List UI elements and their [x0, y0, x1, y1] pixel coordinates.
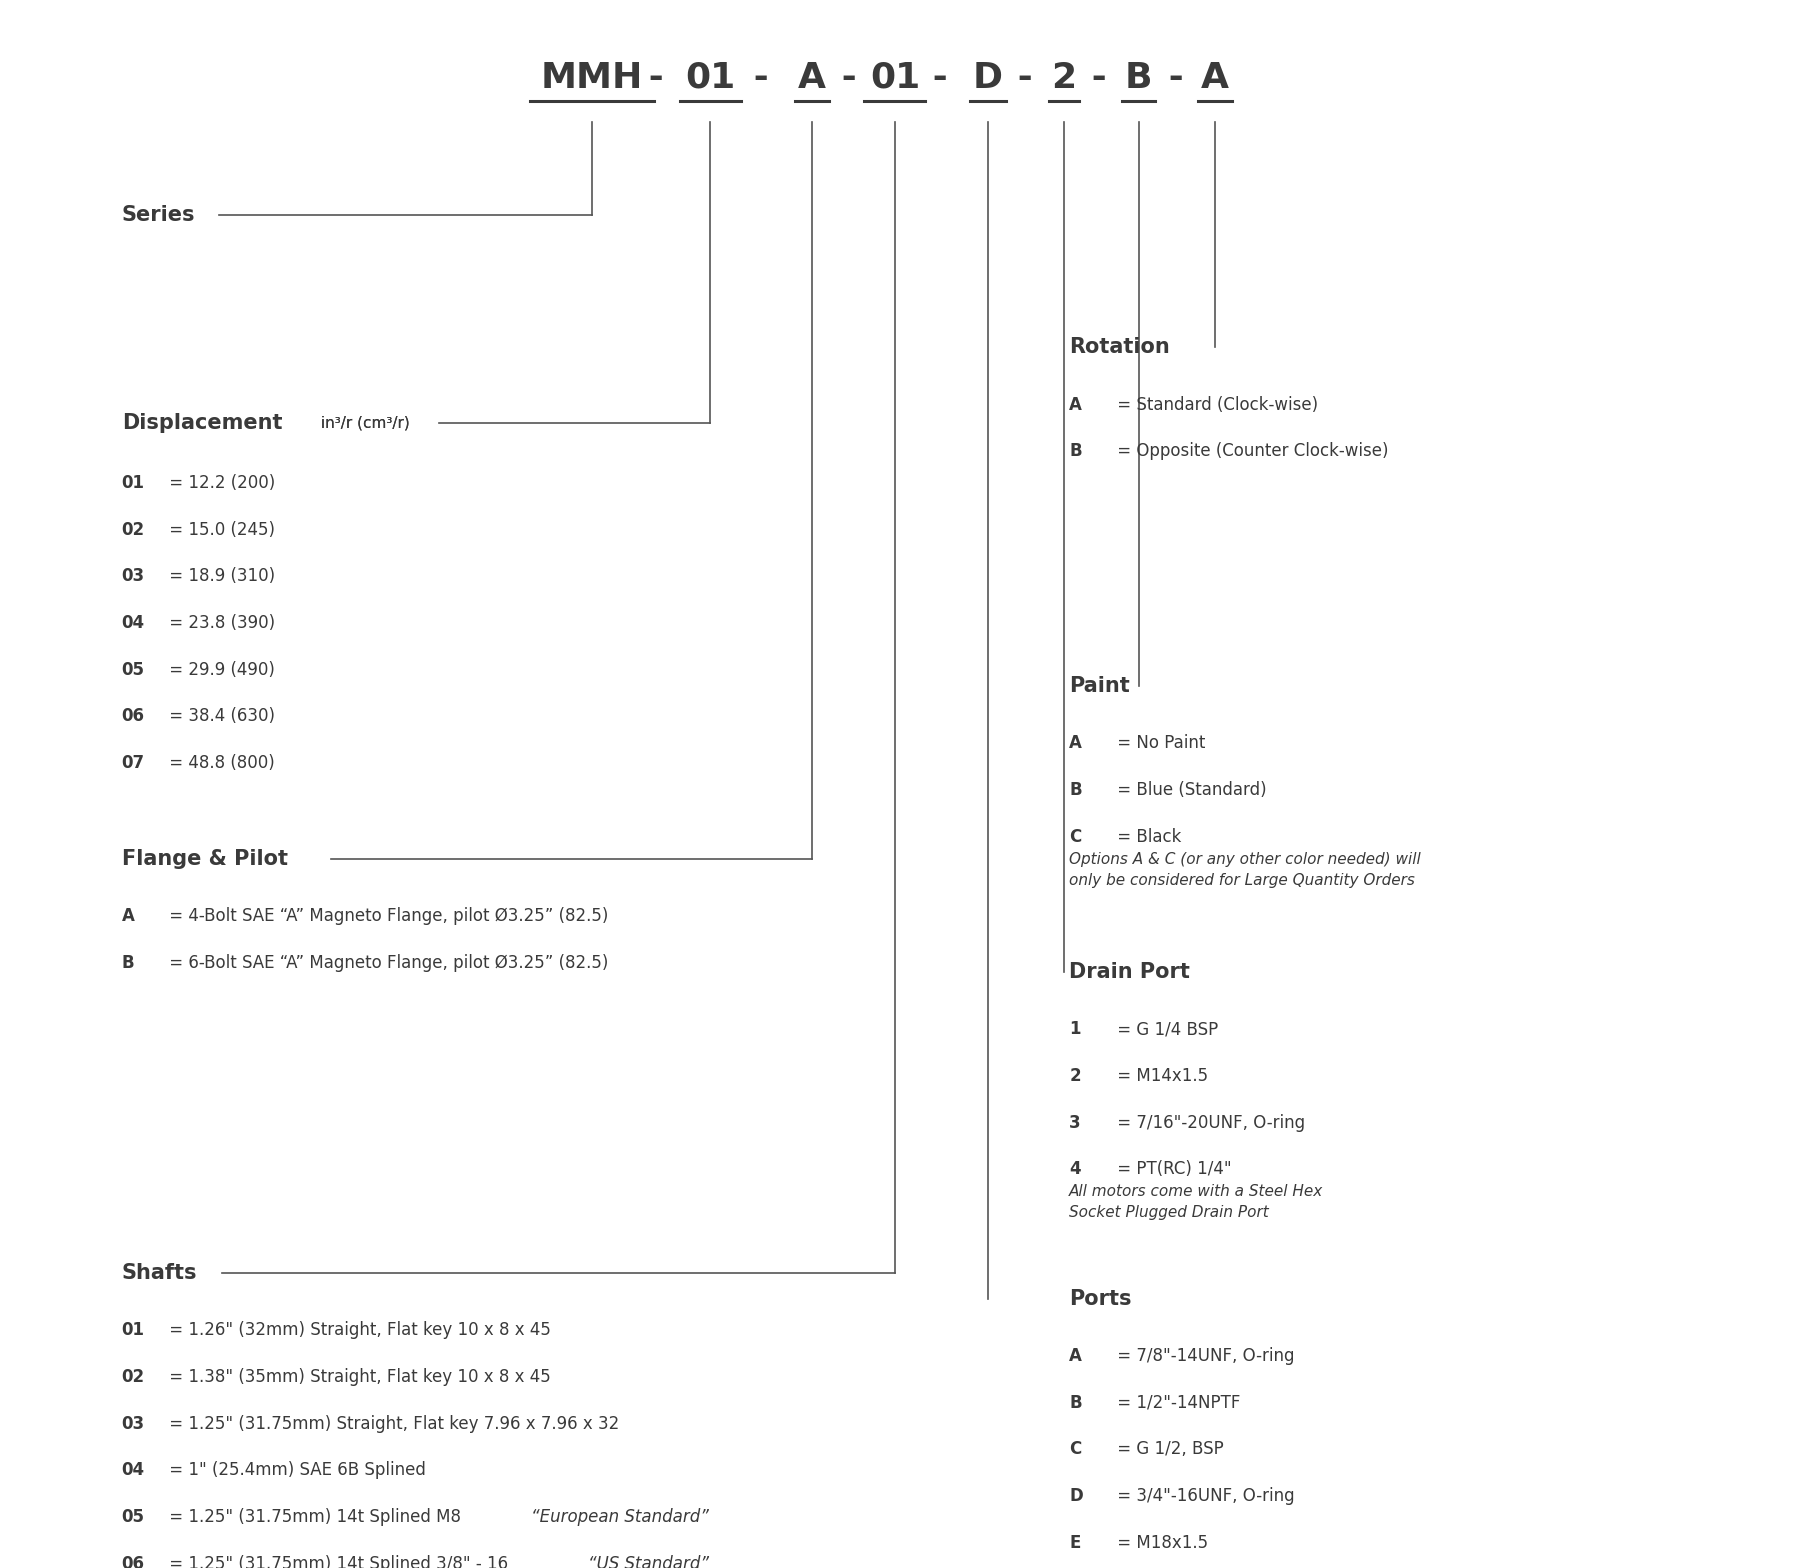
Text: A: A: [1201, 61, 1229, 94]
Text: Flange & Pilot: Flange & Pilot: [122, 850, 288, 869]
Text: 03: 03: [122, 568, 144, 585]
Text: in³/r (cm³/r): in³/r (cm³/r): [317, 416, 410, 430]
Text: Paint: Paint: [1069, 676, 1130, 696]
Text: A: A: [797, 61, 826, 94]
Text: Drain Port: Drain Port: [1069, 963, 1190, 982]
Text: A: A: [1069, 395, 1082, 414]
Text: 07: 07: [122, 754, 144, 771]
Text: -: -: [920, 61, 961, 94]
Text: = 29.9 (490): = 29.9 (490): [164, 660, 275, 679]
Text: = 1.25" (31.75mm) 14t Splined 3/8" - 16: = 1.25" (31.75mm) 14t Splined 3/8" - 16: [164, 1555, 513, 1568]
Text: 04: 04: [122, 1461, 144, 1479]
Text: 01: 01: [122, 1322, 144, 1339]
Text: 02: 02: [122, 1369, 144, 1386]
Text: B: B: [122, 955, 135, 972]
Text: = 1.25" (31.75mm) 14t Splined M8: = 1.25" (31.75mm) 14t Splined M8: [164, 1508, 466, 1526]
Text: = 1/2"-14NPTF: = 1/2"-14NPTF: [1112, 1394, 1240, 1411]
Text: = Opposite (Counter Clock-wise): = Opposite (Counter Clock-wise): [1112, 442, 1388, 461]
Text: 03: 03: [122, 1414, 144, 1433]
Text: = 1.25" (31.75mm) Straight, Flat key 7.96 x 7.96 x 32: = 1.25" (31.75mm) Straight, Flat key 7.9…: [164, 1414, 619, 1433]
Text: “European Standard”: “European Standard”: [531, 1508, 709, 1526]
Text: B: B: [1069, 442, 1082, 461]
Text: A: A: [122, 908, 135, 925]
Text: in³/r (cm³/r): in³/r (cm³/r): [317, 416, 410, 430]
Text: 2: 2: [1069, 1068, 1080, 1085]
Text: -: -: [1004, 61, 1046, 94]
Text: = G 1/2, BSP: = G 1/2, BSP: [1112, 1441, 1224, 1458]
Text: B: B: [1125, 61, 1152, 94]
Text: = 1.26" (32mm) Straight, Flat key 10 x 8 x 45: = 1.26" (32mm) Straight, Flat key 10 x 8…: [164, 1322, 551, 1339]
Text: Series: Series: [122, 205, 194, 224]
Text: 06: 06: [122, 707, 144, 726]
Text: = 48.8 (800): = 48.8 (800): [164, 754, 275, 771]
Text: 02: 02: [122, 521, 144, 538]
Text: B: B: [1069, 781, 1082, 800]
Text: 2: 2: [1051, 61, 1076, 94]
Text: Shafts: Shafts: [122, 1264, 198, 1283]
Text: 01: 01: [122, 474, 144, 492]
Text: Rotation: Rotation: [1069, 337, 1170, 358]
Text: -: -: [830, 61, 869, 94]
Text: B: B: [1069, 1394, 1082, 1411]
Text: -: -: [635, 61, 677, 94]
Text: Options A & C (or any other color needed) will
only be considered for Large Quan: Options A & C (or any other color needed…: [1069, 851, 1420, 887]
Text: = 7/8"-14UNF, O-ring: = 7/8"-14UNF, O-ring: [1112, 1347, 1294, 1366]
Text: 01: 01: [869, 61, 920, 94]
Text: = 23.8 (390): = 23.8 (390): [164, 615, 275, 632]
Text: = 12.2 (200): = 12.2 (200): [164, 474, 275, 492]
Text: = G 1/4 BSP: = G 1/4 BSP: [1112, 1021, 1219, 1038]
Text: = 3/4"-16UNF, O-ring: = 3/4"-16UNF, O-ring: [1112, 1486, 1294, 1505]
Text: D: D: [1069, 1486, 1084, 1505]
Text: = Blue (Standard): = Blue (Standard): [1112, 781, 1265, 800]
Text: -: -: [1156, 61, 1195, 94]
Text: 05: 05: [122, 660, 144, 679]
Text: Displacement: Displacement: [122, 412, 283, 433]
Text: A: A: [1069, 734, 1082, 753]
Text: = 1.38" (35mm) Straight, Flat key 10 x 8 x 45: = 1.38" (35mm) Straight, Flat key 10 x 8…: [164, 1369, 551, 1386]
Text: = 18.9 (310): = 18.9 (310): [164, 568, 275, 585]
Text: 01: 01: [686, 61, 736, 94]
Text: 1: 1: [1069, 1021, 1080, 1038]
Text: = M14x1.5: = M14x1.5: [1112, 1068, 1208, 1085]
Text: Ports: Ports: [1069, 1289, 1132, 1309]
Text: = 1" (25.4mm) SAE 6B Splined: = 1" (25.4mm) SAE 6B Splined: [164, 1461, 427, 1479]
Text: 05: 05: [122, 1508, 144, 1526]
Text: = No Paint: = No Paint: [1112, 734, 1204, 753]
Text: 4: 4: [1069, 1160, 1080, 1178]
Text: All motors come with a Steel Hex
Socket Plugged Drain Port: All motors come with a Steel Hex Socket …: [1069, 1184, 1323, 1220]
Text: “US Standard”: “US Standard”: [589, 1555, 709, 1568]
Text: E: E: [1069, 1534, 1080, 1552]
Text: = PT(RC) 1/4": = PT(RC) 1/4": [1112, 1160, 1231, 1178]
Text: = 4-Bolt SAE “A” Magneto Flange, pilot Ø3.25” (82.5): = 4-Bolt SAE “A” Magneto Flange, pilot Ø…: [164, 908, 608, 925]
Text: C: C: [1069, 1441, 1082, 1458]
Text: -: -: [1080, 61, 1120, 94]
Text: C: C: [1069, 828, 1082, 845]
Text: D: D: [974, 61, 1003, 94]
Text: -: -: [742, 61, 781, 94]
Text: = Standard (Clock-wise): = Standard (Clock-wise): [1112, 395, 1318, 414]
Text: = M18x1.5: = M18x1.5: [1112, 1534, 1208, 1552]
Text: = 6-Bolt SAE “A” Magneto Flange, pilot Ø3.25” (82.5): = 6-Bolt SAE “A” Magneto Flange, pilot Ø…: [164, 955, 608, 972]
Text: = 15.0 (245): = 15.0 (245): [164, 521, 275, 538]
Text: = 38.4 (630): = 38.4 (630): [164, 707, 275, 726]
Text: 04: 04: [122, 615, 144, 632]
Text: = Black: = Black: [1112, 828, 1181, 845]
Text: 3: 3: [1069, 1113, 1080, 1132]
Text: A: A: [1069, 1347, 1082, 1366]
Text: MMH: MMH: [540, 61, 643, 94]
Text: = 7/16"-20UNF, O-ring: = 7/16"-20UNF, O-ring: [1112, 1113, 1305, 1132]
Text: 06: 06: [122, 1555, 144, 1568]
